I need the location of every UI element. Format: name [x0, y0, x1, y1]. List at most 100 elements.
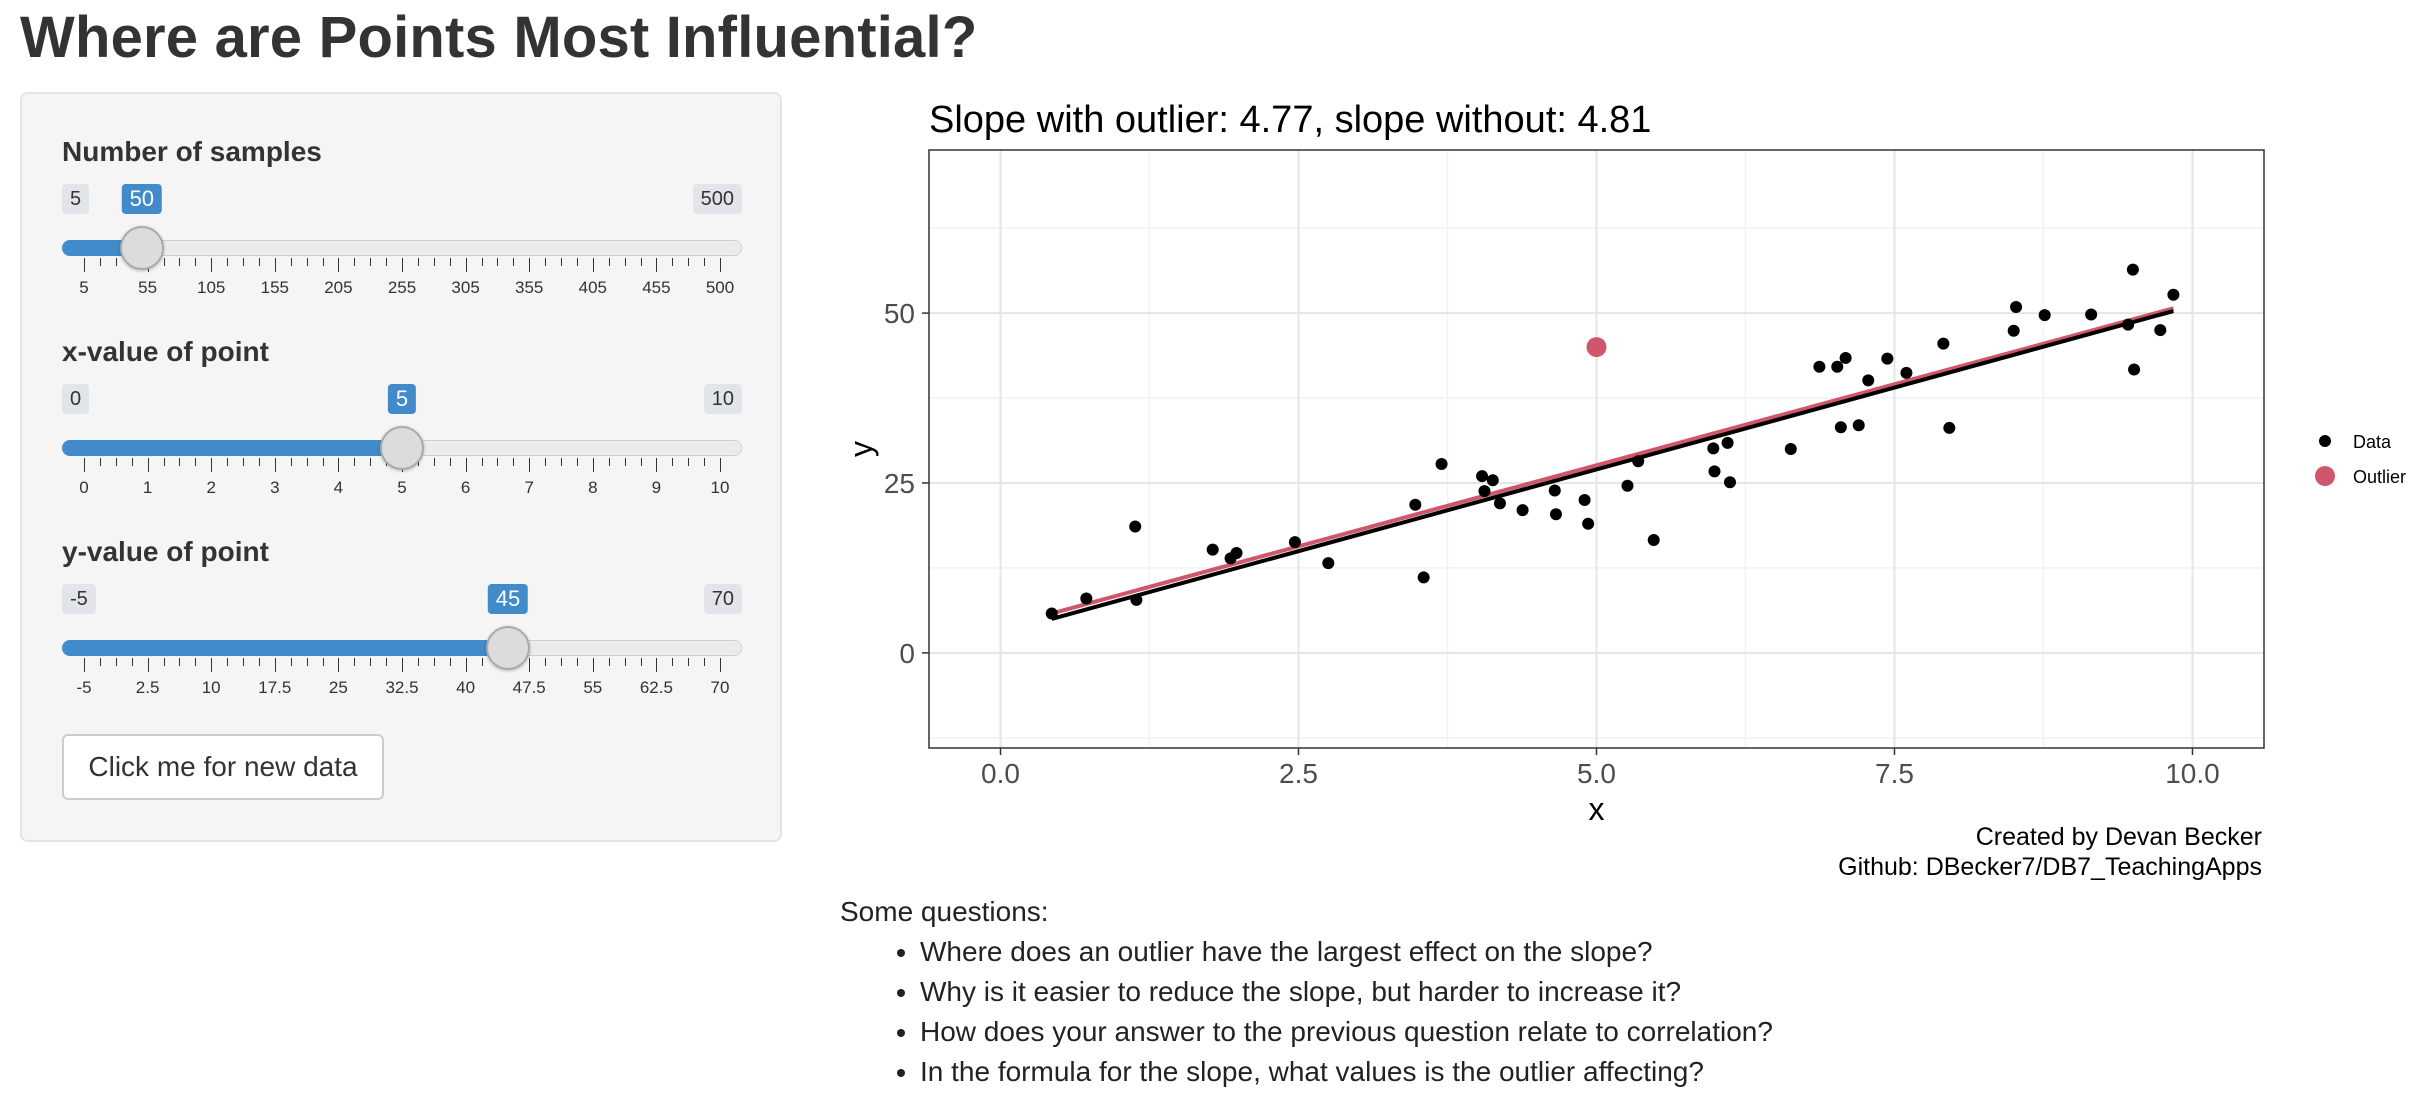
slider-tick: [211, 658, 213, 672]
x-value-slider[interactable]: 0 10 0 1 2 3 4 5 6 7 8 9 10 5: [62, 384, 742, 497]
slider-tick: [147, 458, 149, 472]
slider-tick-label: 2.5: [135, 678, 160, 697]
slider-handle[interactable]: [486, 626, 530, 670]
x-tick-label: 10.0: [2165, 758, 2220, 789]
data-point: [1476, 470, 1489, 483]
data-point: [2010, 300, 2023, 313]
slider-minor-tick: [417, 258, 419, 266]
slider-minor-tick: [513, 258, 515, 266]
legend-label-outlier: Outlier: [2353, 467, 2406, 487]
data-point: [1206, 543, 1219, 556]
slider-minor-tick: [704, 658, 706, 666]
data-point: [1721, 436, 1734, 449]
slider-min-label: 5: [62, 184, 90, 214]
slider-minor-tick: [322, 658, 324, 666]
slider-tick: [592, 258, 594, 272]
data-point: [1862, 374, 1875, 387]
slider-tick: [274, 458, 276, 472]
y-value-slider[interactable]: -5 70 -5 2.5 10 17.5 25 32.5 40 47.5 55 62.5 70 45: [62, 584, 742, 697]
slider-tick-label: 7: [524, 478, 534, 497]
slider-tick-label: 5: [397, 478, 407, 497]
data-point: [1582, 517, 1595, 530]
data-point: [1813, 360, 1826, 373]
slider-minor-tick: [576, 458, 578, 466]
slider-minor-tick: [640, 658, 642, 666]
slider-minor-tick: [386, 658, 388, 666]
data-point: [1045, 607, 1058, 620]
data-point: [1230, 546, 1243, 559]
slider-tick: [338, 458, 340, 472]
data-point: [1852, 419, 1865, 432]
slider-minor-tick: [115, 458, 117, 466]
slider-minor-tick: [640, 258, 642, 266]
slider-tick: [529, 658, 531, 672]
slider-minor-tick: [672, 458, 674, 466]
slider-tick: [656, 258, 658, 272]
slider-tick: [720, 258, 721, 272]
slider-tick-label: -5: [76, 678, 92, 697]
data-point: [1288, 536, 1301, 549]
slider-tick-label: 32.5: [385, 678, 419, 697]
slider-tick-label: 5: [79, 278, 89, 297]
slider-minor-tick: [99, 458, 101, 466]
slider-tick-label: 1: [142, 478, 153, 497]
slider-tick-label: 55: [583, 678, 603, 697]
plot-border: [928, 149, 2265, 749]
slider-minor-tick: [417, 658, 419, 666]
slider-minor-tick: [179, 458, 181, 466]
x-tick-label: 5.0: [1577, 758, 1616, 789]
legend-key-outlier: [2315, 466, 2335, 486]
slider-minor-tick: [481, 258, 483, 266]
slider-minor-tick: [608, 458, 610, 466]
slider-minor-tick: [195, 458, 197, 466]
slider-tick-label: 405: [578, 278, 607, 297]
slider-minor-tick: [561, 458, 562, 466]
slider-tick-label: 25: [328, 678, 348, 697]
data-point: [1834, 421, 1847, 434]
slider-tick: [529, 258, 531, 272]
slider-value-label: 45: [487, 584, 529, 614]
slider-handle[interactable]: [380, 426, 424, 470]
slider-minor-tick: [195, 258, 197, 266]
data-point: [1129, 520, 1142, 533]
data-point: [1548, 484, 1561, 497]
slider-minor-tick: [449, 258, 451, 266]
credits-author: Created by Devan Becker: [1975, 823, 2262, 851]
slider-minor-tick: [115, 658, 117, 666]
x-tick-label: 2.5: [1279, 758, 1318, 789]
slider-minor-tick: [545, 658, 547, 666]
new-data-button[interactable]: Click me for new data: [62, 734, 384, 800]
data-point: [1578, 493, 1591, 506]
data-point: [1409, 498, 1422, 511]
slider-minor-tick: [370, 458, 372, 466]
slider-tick-label: 2: [206, 478, 216, 497]
slider-tick: [211, 458, 213, 472]
slider-tick-label: 10: [201, 678, 221, 697]
slider-handle[interactable]: [119, 226, 164, 270]
y-value-slider-label: y-value of point: [62, 536, 269, 567]
legend-label-data: Data: [2353, 432, 2392, 452]
slider-tick-label: 10: [710, 478, 730, 497]
slider-minor-tick: [433, 458, 435, 466]
slider-minor-tick: [386, 258, 388, 266]
slider-tick: [211, 258, 213, 272]
data-point: [1831, 360, 1844, 373]
x-value-slider-label: x-value of point: [62, 336, 269, 367]
question-item: Where does an outlier have the largest e…: [920, 932, 1773, 972]
slider-minor-tick: [449, 658, 451, 666]
slider-tick-label: 6: [460, 478, 471, 497]
slider-minor-tick: [227, 458, 229, 466]
slider-tick-label: 4: [333, 478, 344, 497]
slider-minor-tick: [561, 258, 562, 266]
y-axis-label: y: [843, 441, 879, 457]
data-point: [1632, 455, 1645, 468]
slider-tick: [84, 458, 85, 472]
samples-slider[interactable]: 5 500 5 55 105 155 205 255 305 355 405 455 500 50: [62, 184, 742, 297]
slider-minor-tick: [640, 458, 642, 466]
data-point: [1708, 465, 1721, 478]
slider-minor-tick: [99, 258, 101, 266]
questions-section: Some questions: Where does an outlier ha…: [840, 896, 1773, 1092]
slider-minor-tick: [433, 258, 435, 266]
slider-max-label: 10: [703, 384, 742, 414]
